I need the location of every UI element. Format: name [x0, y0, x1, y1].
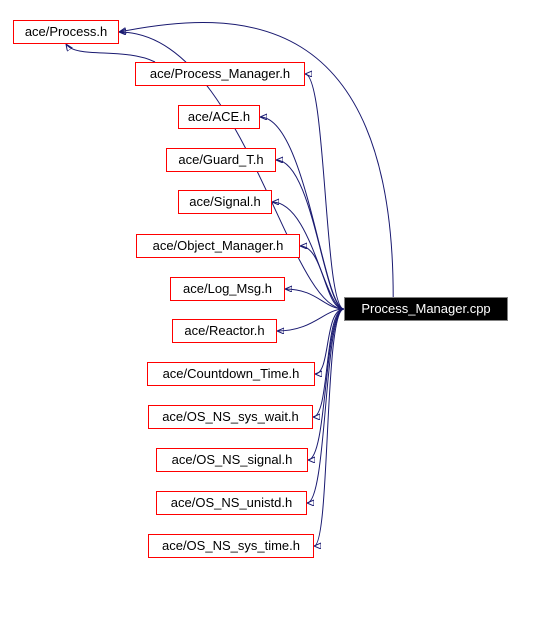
dep-node-os_unistd_h[interactable]: ace/OS_NS_unistd.h — [156, 491, 307, 515]
root-node: Process_Manager.cpp — [344, 297, 508, 321]
dep-node-guard_t_h[interactable]: ace/Guard_T.h — [166, 148, 276, 172]
dep-node-process_mgr_h[interactable]: ace/Process_Manager.h — [135, 62, 305, 86]
edge-root-to-obj_mgr_h — [300, 246, 344, 309]
dep-node-signal_h[interactable]: ace/Signal.h — [178, 190, 272, 214]
dep-node-ace_h[interactable]: ace/ACE.h — [178, 105, 260, 129]
dep-node-os_sys_time_h[interactable]: ace/OS_NS_sys_time.h — [148, 534, 314, 558]
dep-node-countdown_h[interactable]: ace/Countdown_Time.h — [147, 362, 315, 386]
dep-node-reactor_h[interactable]: ace/Reactor.h — [172, 319, 277, 343]
dep-node-os_signal_h[interactable]: ace/OS_NS_signal.h — [156, 448, 308, 472]
dep-node-log_msg_h[interactable]: ace/Log_Msg.h — [170, 277, 285, 301]
dep-node-process_h[interactable]: ace/Process.h — [13, 20, 119, 44]
dep-node-os_sys_wait_h[interactable]: ace/OS_NS_sys_wait.h — [148, 405, 313, 429]
edge-root-to-os_sys_time_h — [314, 309, 344, 546]
edge-root-to-os_sys_wait_h — [313, 309, 344, 417]
edge-root-to-process_mgr_h — [305, 74, 344, 309]
dep-node-obj_mgr_h[interactable]: ace/Object_Manager.h — [136, 234, 300, 258]
edge-root-to-countdown_h — [315, 309, 344, 374]
edge-root-to-reactor_h — [277, 309, 344, 331]
edge-process_mgr_h-to-process_h — [66, 44, 155, 62]
edge-root-to-log_msg_h — [285, 289, 344, 309]
dependency-graph: Process_Manager.cpp ace/Process.h ace/Proc… — [0, 0, 536, 619]
